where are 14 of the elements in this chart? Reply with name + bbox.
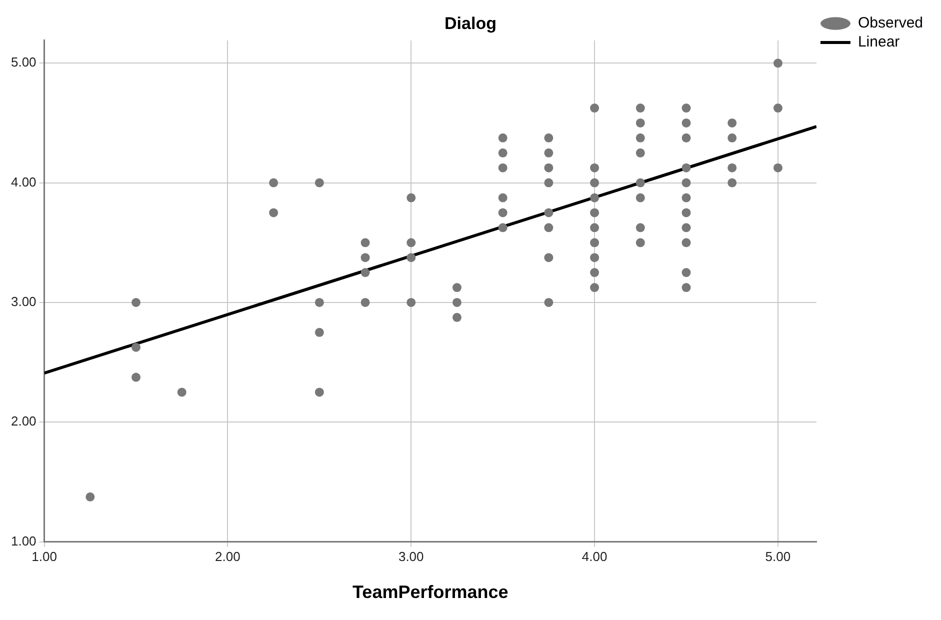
x-tick-label: 3.00: [398, 549, 424, 564]
y-tick-label: 2.00: [10, 414, 36, 429]
x-tick-label: 5.00: [765, 549, 791, 564]
y-tick-label: 3.00: [10, 294, 36, 310]
x-tick-label: 4.00: [582, 549, 608, 564]
chart-title: Dialog: [444, 14, 496, 33]
y-tick-label: 5.00: [10, 54, 36, 70]
legend-label: Observed: [858, 14, 924, 32]
legend-label: Linear: [858, 34, 900, 51]
x-axis-title: TeamPerformance: [352, 582, 508, 602]
x-tick-label: 2.00: [215, 549, 240, 564]
x-tick-label: 1.00: [32, 549, 57, 564]
y-tick-label: 4.00: [10, 174, 36, 190]
y-tick-label: 1.00: [10, 533, 36, 548]
